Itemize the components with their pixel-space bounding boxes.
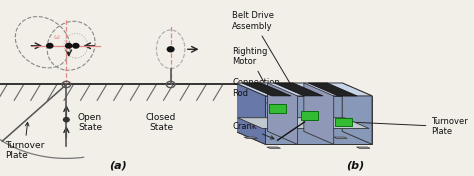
Polygon shape — [237, 118, 369, 128]
Circle shape — [167, 47, 174, 52]
Text: Crank: Crank — [232, 122, 274, 139]
Polygon shape — [269, 104, 286, 113]
Polygon shape — [267, 83, 298, 144]
Polygon shape — [308, 83, 357, 96]
Text: Righting
Motor: Righting Motor — [232, 47, 275, 104]
Polygon shape — [334, 137, 347, 138]
Text: (a): (a) — [109, 161, 128, 171]
Polygon shape — [267, 147, 281, 148]
Text: ω: ω — [54, 34, 59, 40]
Polygon shape — [301, 111, 318, 120]
Text: Turnover
Plate: Turnover Plate — [5, 122, 44, 160]
Polygon shape — [265, 96, 372, 144]
Polygon shape — [274, 83, 323, 96]
Polygon shape — [236, 83, 372, 96]
Circle shape — [46, 43, 53, 48]
Polygon shape — [342, 83, 372, 144]
Text: Connection
Rod: Connection Rod — [232, 78, 284, 127]
Polygon shape — [236, 131, 372, 144]
Polygon shape — [242, 83, 291, 96]
Text: Closed
State: Closed State — [146, 113, 176, 132]
Polygon shape — [335, 118, 352, 127]
Circle shape — [65, 43, 72, 48]
Polygon shape — [304, 83, 334, 144]
Text: Turnover
Plate: Turnover Plate — [335, 117, 468, 136]
Text: Belt Drive
Assembly: Belt Drive Assembly — [232, 11, 295, 93]
Polygon shape — [244, 137, 258, 138]
Polygon shape — [236, 83, 265, 144]
Text: (b): (b) — [346, 161, 365, 171]
Text: Open
State: Open State — [78, 113, 102, 132]
Circle shape — [73, 43, 79, 48]
Circle shape — [64, 118, 69, 122]
Polygon shape — [236, 83, 342, 131]
Polygon shape — [356, 147, 370, 148]
